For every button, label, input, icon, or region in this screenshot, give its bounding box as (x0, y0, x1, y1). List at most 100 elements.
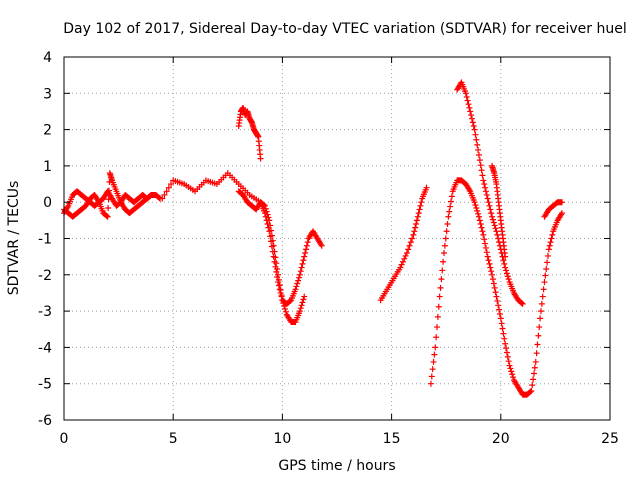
data-point (503, 267, 510, 274)
data-point (298, 302, 305, 309)
data-point (275, 282, 282, 289)
data-point (417, 202, 424, 209)
data-point (280, 300, 287, 307)
series-arc-10 (541, 199, 565, 220)
data-point (504, 273, 511, 280)
x-tick-label: 10 (273, 431, 291, 447)
data-point (519, 300, 526, 307)
y-axis-label: SDTVAR / TECUs (6, 181, 22, 296)
data-point (267, 222, 274, 229)
data-point (478, 224, 485, 231)
data-point (262, 205, 269, 212)
data-point (445, 213, 452, 220)
data-point (544, 259, 551, 266)
data-point (477, 162, 484, 169)
data-point (487, 264, 494, 271)
data-point (161, 191, 168, 198)
data-point (529, 382, 536, 389)
data-point (410, 231, 417, 238)
data-point (545, 246, 552, 253)
data-point (483, 191, 490, 198)
data-point (418, 199, 425, 206)
data-point (277, 287, 284, 294)
data-point (541, 279, 548, 286)
data-point (430, 358, 437, 365)
data-point (501, 260, 508, 267)
data-point (474, 141, 481, 148)
data-point (542, 272, 549, 279)
data-point (414, 213, 421, 220)
data-point (429, 366, 436, 373)
data-point (472, 131, 479, 138)
data-point (441, 250, 448, 257)
data-point (539, 293, 546, 300)
x-tick-label: 20 (492, 431, 510, 447)
data-point (147, 192, 154, 199)
data-point (261, 202, 268, 209)
data-point (502, 340, 509, 347)
data-point (465, 101, 472, 108)
data-point (148, 191, 155, 198)
data-point (464, 97, 471, 104)
data-point (471, 126, 478, 133)
data-point (482, 184, 489, 191)
data-point (490, 280, 497, 287)
chart-title: Day 102 of 2017, Sidereal Day-to-day VTE… (63, 21, 626, 37)
data-point (471, 199, 478, 206)
data-point (304, 239, 311, 246)
data-point (530, 370, 537, 377)
data-point (406, 242, 413, 249)
data-point (105, 205, 112, 212)
data-point (442, 235, 449, 242)
data-point (482, 188, 489, 195)
data-point (300, 257, 307, 264)
data-point (434, 313, 441, 320)
data-point (494, 297, 501, 304)
data-point (416, 206, 423, 213)
data-point (501, 335, 508, 342)
data-point (493, 228, 500, 235)
data-point (293, 283, 300, 290)
data-point (477, 220, 484, 227)
data-point (486, 202, 493, 209)
data-point (475, 152, 482, 159)
data-point (415, 210, 422, 217)
y-tick-label: -2 (38, 268, 52, 284)
data-point (483, 249, 490, 256)
y-tick-label: 3 (43, 86, 52, 102)
data-point (294, 280, 301, 287)
y-tick-label: 4 (43, 50, 52, 66)
data-point (489, 271, 496, 278)
data-point (497, 315, 504, 322)
data-point (299, 299, 306, 306)
data-point (476, 157, 483, 164)
data-point (266, 217, 273, 224)
data-point (488, 210, 495, 217)
data-point (105, 187, 112, 194)
data-point (546, 242, 553, 249)
x-tick-label: 15 (383, 431, 401, 447)
data-point (405, 246, 412, 253)
data-point (423, 184, 430, 191)
data-point (275, 276, 282, 283)
x-tick-label: 25 (601, 431, 619, 447)
data-point (273, 260, 280, 267)
data-point (473, 136, 480, 143)
data-point (462, 90, 469, 97)
data-point (476, 217, 483, 224)
data-point (270, 242, 277, 249)
data-point (431, 351, 438, 358)
data-point (491, 284, 498, 291)
data-point (292, 286, 299, 293)
data-point (434, 324, 441, 331)
data-point (540, 286, 547, 293)
data-point (275, 271, 282, 278)
data-point (527, 388, 534, 395)
data-point (502, 264, 509, 271)
data-point (438, 276, 445, 283)
plot-area (61, 79, 565, 398)
data-point (432, 344, 439, 351)
data-point (274, 265, 281, 272)
data-point (484, 253, 491, 260)
data-point (503, 345, 510, 352)
